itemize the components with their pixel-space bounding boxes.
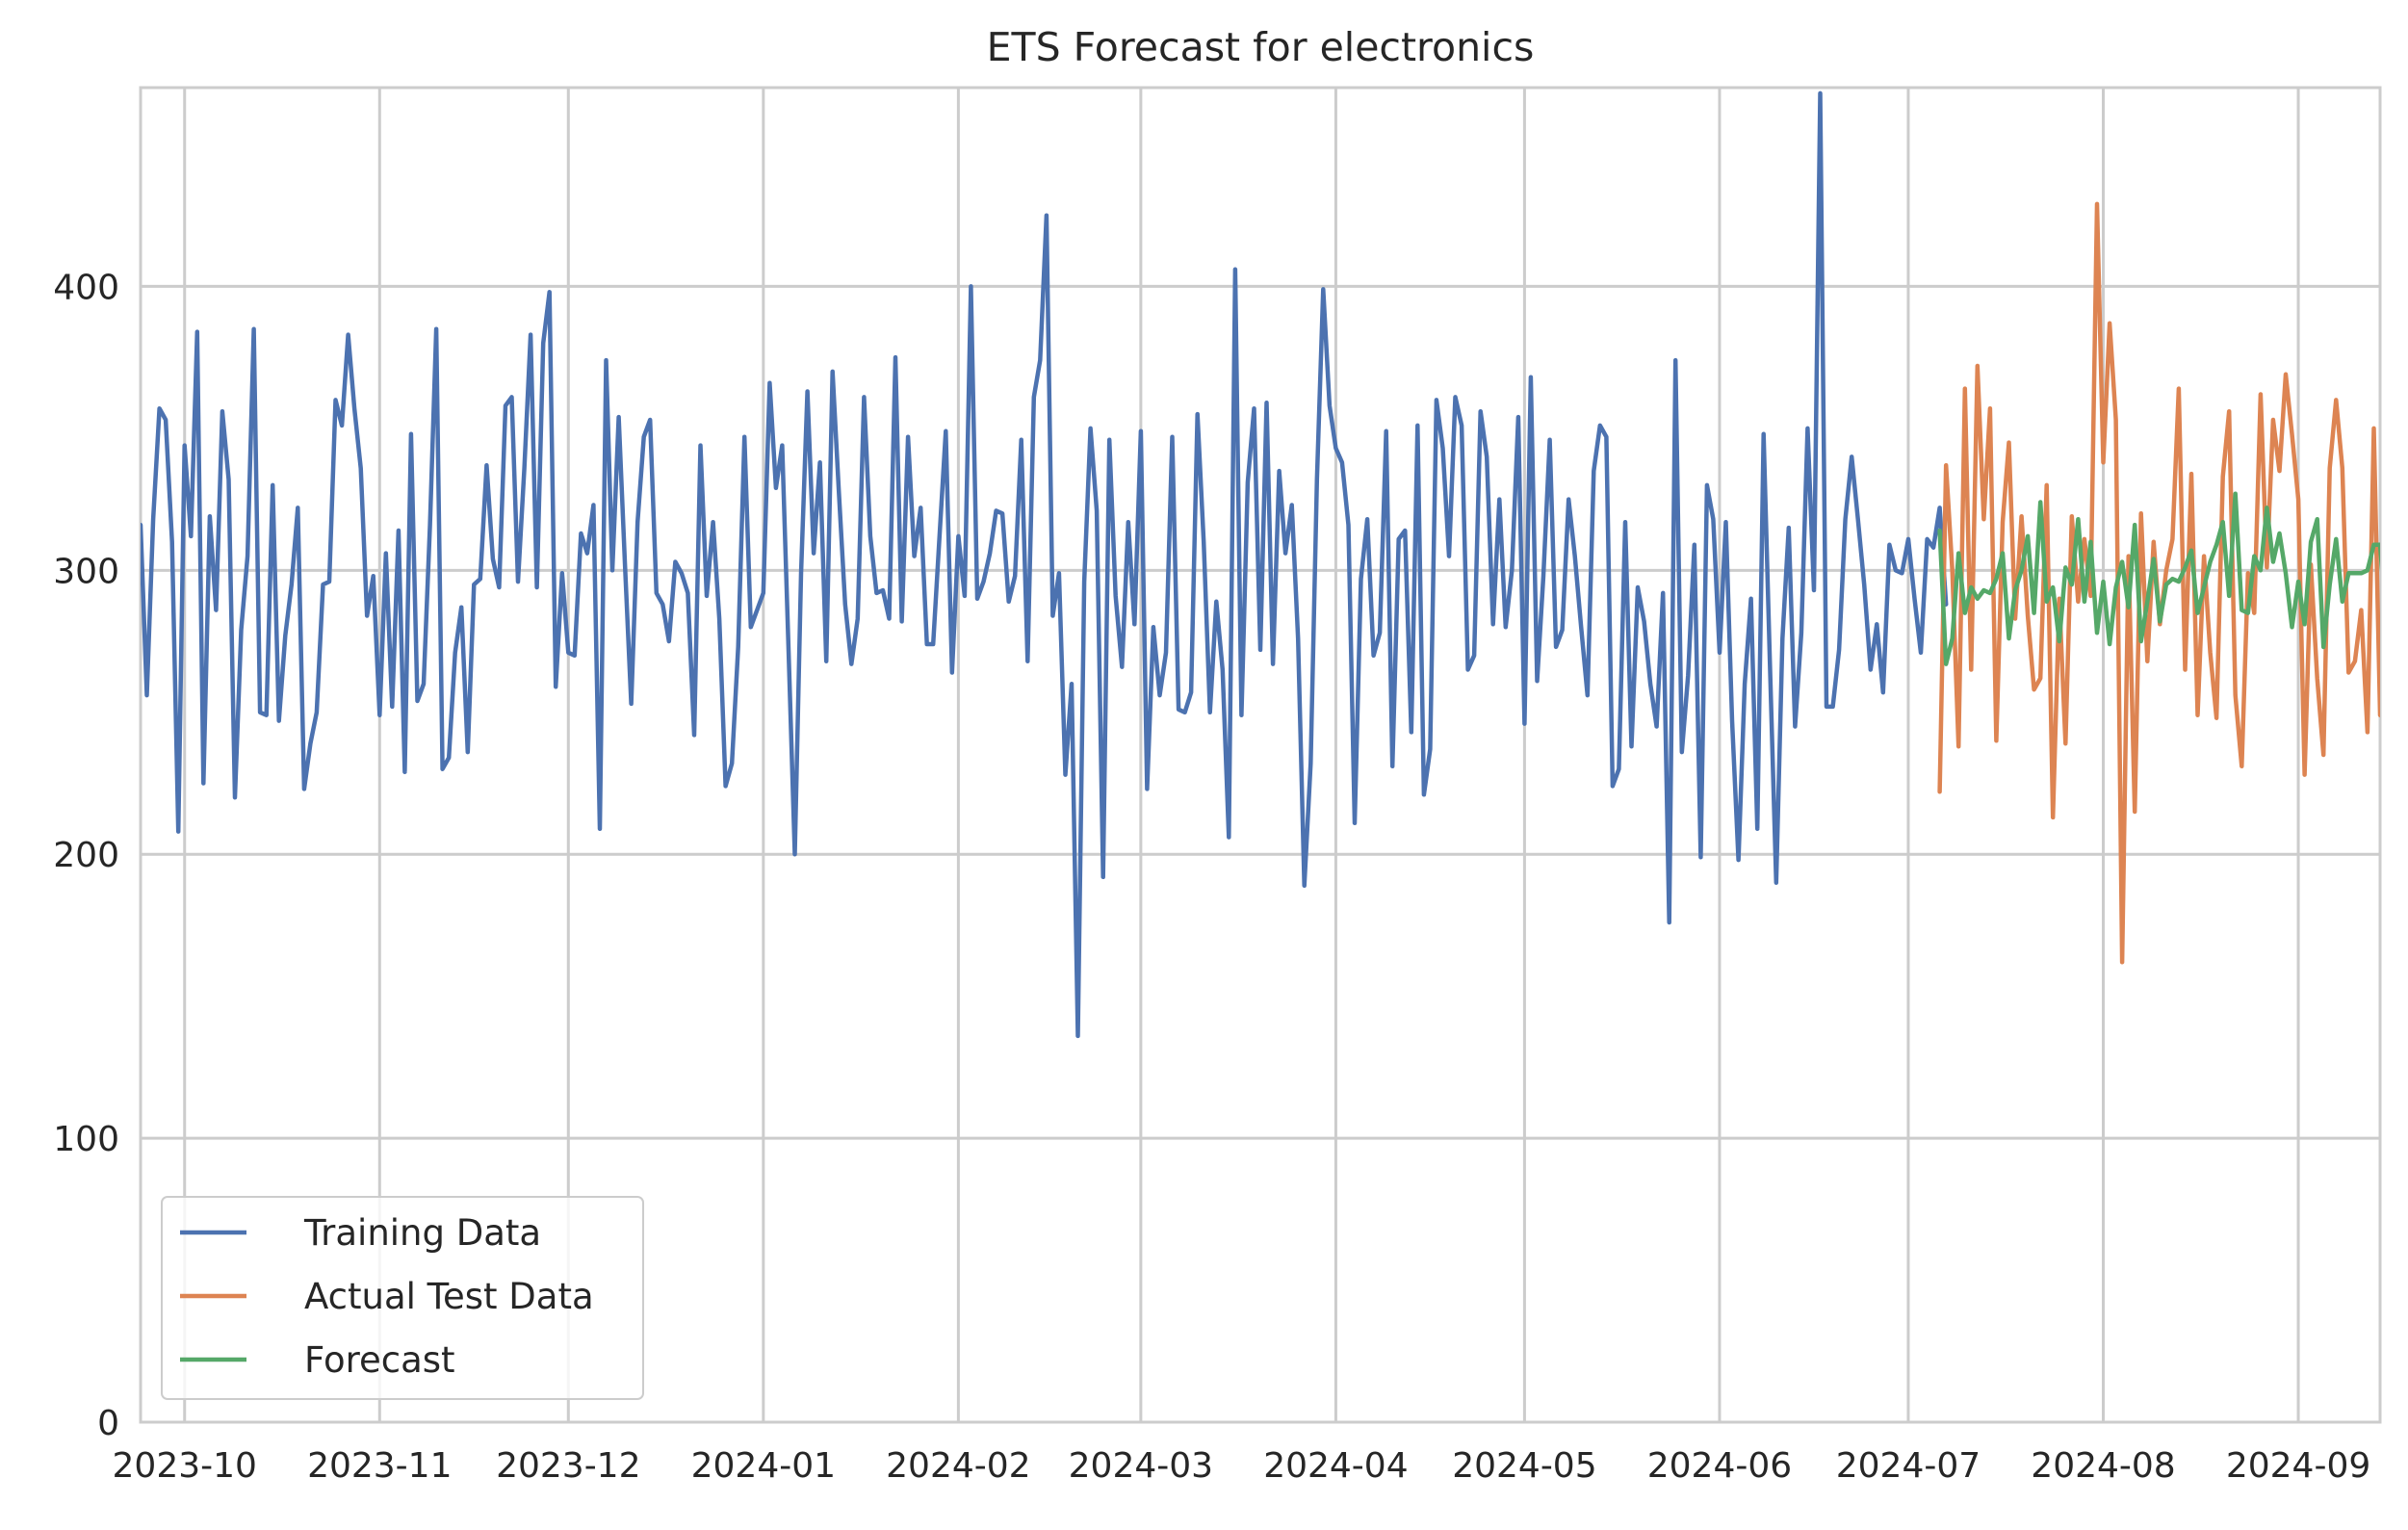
plot-frame <box>139 86 2382 1424</box>
y-tick-label: 400 <box>53 268 119 307</box>
series-lines <box>141 91 2380 1039</box>
y-tick-label: 300 <box>53 552 119 591</box>
x-tick-label: 2023-10 <box>113 1446 257 1486</box>
legend-label-actual-test-data: Actual Test Data <box>304 1276 594 1317</box>
y-tick-label: 100 <box>53 1120 119 1159</box>
series-line-training-data <box>141 91 1949 1039</box>
x-tick-label: 2024-03 <box>1069 1446 1213 1486</box>
x-tick-label: 2024-01 <box>691 1446 836 1486</box>
x-tick-label: 2023-12 <box>496 1446 640 1486</box>
x-tick-label: 2024-07 <box>1836 1446 1981 1486</box>
x-tick-label: 2024-05 <box>1452 1446 1596 1486</box>
x-tick-label: 2024-02 <box>886 1446 1030 1486</box>
series-line-forecast <box>1937 491 2380 666</box>
legend-label-forecast: Forecast <box>304 1339 455 1381</box>
legend-box <box>161 1196 644 1400</box>
legend-label-training-data: Training Data <box>303 1212 541 1254</box>
y-tick-label: 0 <box>97 1404 119 1443</box>
x-tick-label: 2024-08 <box>2031 1446 2175 1486</box>
grid-lines <box>141 88 2380 1424</box>
x-tick-label: 2024-06 <box>1647 1446 1792 1486</box>
tick-labels: 0 100 200 300 400 2023-10 2023-11 2023-12 2024-0… <box>53 268 2370 1486</box>
x-tick-label: 2024-04 <box>1263 1446 1408 1486</box>
legend: Training Data Actual Test Data Forecast <box>161 1196 644 1400</box>
chart-title: ETS Forecast for electronics <box>987 24 1535 70</box>
x-tick-label: 2023-11 <box>307 1446 452 1486</box>
x-tick-label: 2024-09 <box>2226 1446 2370 1486</box>
y-tick-label: 200 <box>53 836 119 875</box>
series-line-actual-test-data <box>1937 201 2380 965</box>
